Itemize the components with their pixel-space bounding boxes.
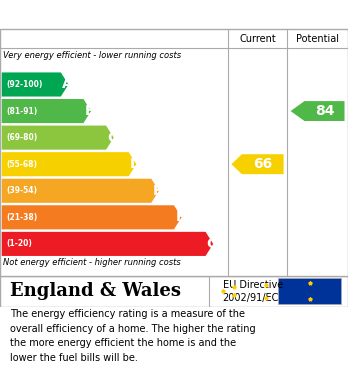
Text: (92-100): (92-100) xyxy=(6,80,42,89)
Text: England & Wales: England & Wales xyxy=(10,282,181,300)
Polygon shape xyxy=(2,205,182,230)
Text: (1-20): (1-20) xyxy=(6,239,32,248)
Polygon shape xyxy=(2,179,159,203)
Text: (69-80): (69-80) xyxy=(6,133,37,142)
Bar xyxy=(278,278,341,305)
Text: B: B xyxy=(85,104,95,118)
Text: (21-38): (21-38) xyxy=(6,213,37,222)
Text: The energy efficiency rating is a measure of the
overall efficiency of a home. T: The energy efficiency rating is a measur… xyxy=(10,309,256,363)
Polygon shape xyxy=(2,232,213,256)
Text: G: G xyxy=(206,237,218,251)
Text: (39-54): (39-54) xyxy=(6,186,37,195)
Text: E: E xyxy=(153,184,163,198)
Text: Potential: Potential xyxy=(296,34,339,43)
Text: Very energy efficient - lower running costs: Very energy efficient - lower running co… xyxy=(3,52,182,61)
Text: EU Directive
2002/91/EC: EU Directive 2002/91/EC xyxy=(223,280,283,303)
Polygon shape xyxy=(2,152,136,176)
Text: Current: Current xyxy=(239,34,276,43)
Text: C: C xyxy=(108,131,118,145)
Text: F: F xyxy=(176,210,185,224)
Polygon shape xyxy=(2,72,69,97)
Text: A: A xyxy=(62,77,73,91)
Text: 66: 66 xyxy=(253,157,272,171)
Polygon shape xyxy=(231,154,284,174)
Polygon shape xyxy=(2,126,114,150)
Polygon shape xyxy=(2,99,91,123)
Text: (81-91): (81-91) xyxy=(6,107,37,116)
Text: (55-68): (55-68) xyxy=(6,160,37,169)
Text: D: D xyxy=(129,157,141,171)
Polygon shape xyxy=(291,101,345,121)
Text: Not energy efficient - higher running costs: Not energy efficient - higher running co… xyxy=(3,258,181,267)
Text: 84: 84 xyxy=(315,104,334,118)
Text: Energy Efficiency Rating: Energy Efficiency Rating xyxy=(10,7,220,22)
